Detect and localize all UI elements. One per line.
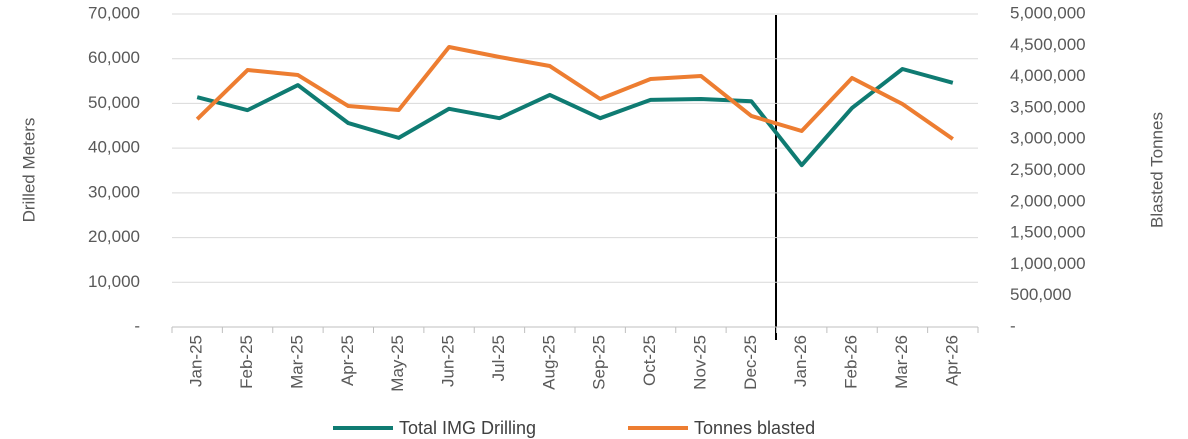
x-tick-label: Feb-26: [842, 335, 861, 389]
legend-label: Tonnes blasted: [694, 418, 815, 438]
x-tick-label: Mar-26: [892, 335, 911, 389]
y-tick-label: 50,000: [88, 93, 140, 112]
y2-axis-title: Blasted Tonnes: [1147, 112, 1166, 228]
y2-tick-label: 4,000,000: [1010, 66, 1086, 85]
y-tick-label: 60,000: [88, 48, 140, 67]
x-tick-label: Jan-26: [791, 335, 810, 387]
y2-tick-label: -: [1010, 316, 1016, 335]
y2-tick-label: 5,000,000: [1010, 3, 1086, 22]
x-tick-label: Jul-25: [489, 335, 508, 381]
y2-tick-label: 1,000,000: [1010, 254, 1086, 273]
y2-tick-label: 4,500,000: [1010, 35, 1086, 54]
y2-tick-label: 2,500,000: [1010, 160, 1086, 179]
y2-tick-label: 2,000,000: [1010, 191, 1086, 210]
x-tick-label: Dec-25: [741, 335, 760, 390]
y2-tick-label: 3,500,000: [1010, 97, 1086, 116]
y-tick-label: 20,000: [88, 227, 140, 246]
x-tick-label: Apr-25: [338, 335, 357, 386]
y-tick-label: 70,000: [88, 3, 140, 22]
x-tick-label: Feb-25: [237, 335, 256, 389]
x-tick-label: Nov-25: [690, 335, 709, 390]
y2-tick-label: 500,000: [1010, 285, 1071, 304]
y2-tick-label: 3,000,000: [1010, 129, 1086, 148]
x-tick-label: Jan-25: [187, 335, 206, 387]
y2-tick-label: 1,500,000: [1010, 223, 1086, 242]
x-tick-label: Aug-25: [539, 335, 558, 390]
y-tick-label: 10,000: [88, 272, 140, 291]
x-tick-label: Oct-25: [640, 335, 659, 386]
y-tick-label: 30,000: [88, 182, 140, 201]
legend-label: Total IMG Drilling: [399, 418, 536, 438]
x-tick-label: Apr-26: [942, 335, 961, 386]
x-tick-label: Jun-25: [439, 335, 458, 387]
x-tick-label: Mar-25: [287, 335, 306, 389]
y-tick-label: 40,000: [88, 138, 140, 157]
series-line: [196, 66, 954, 168]
x-tick-label: Sep-25: [590, 335, 609, 390]
series-line: [195, 44, 954, 141]
x-tick-label: May-25: [388, 335, 407, 392]
y-tick-label: -: [134, 316, 140, 335]
y-axis-title: Drilled Meters: [19, 118, 38, 223]
